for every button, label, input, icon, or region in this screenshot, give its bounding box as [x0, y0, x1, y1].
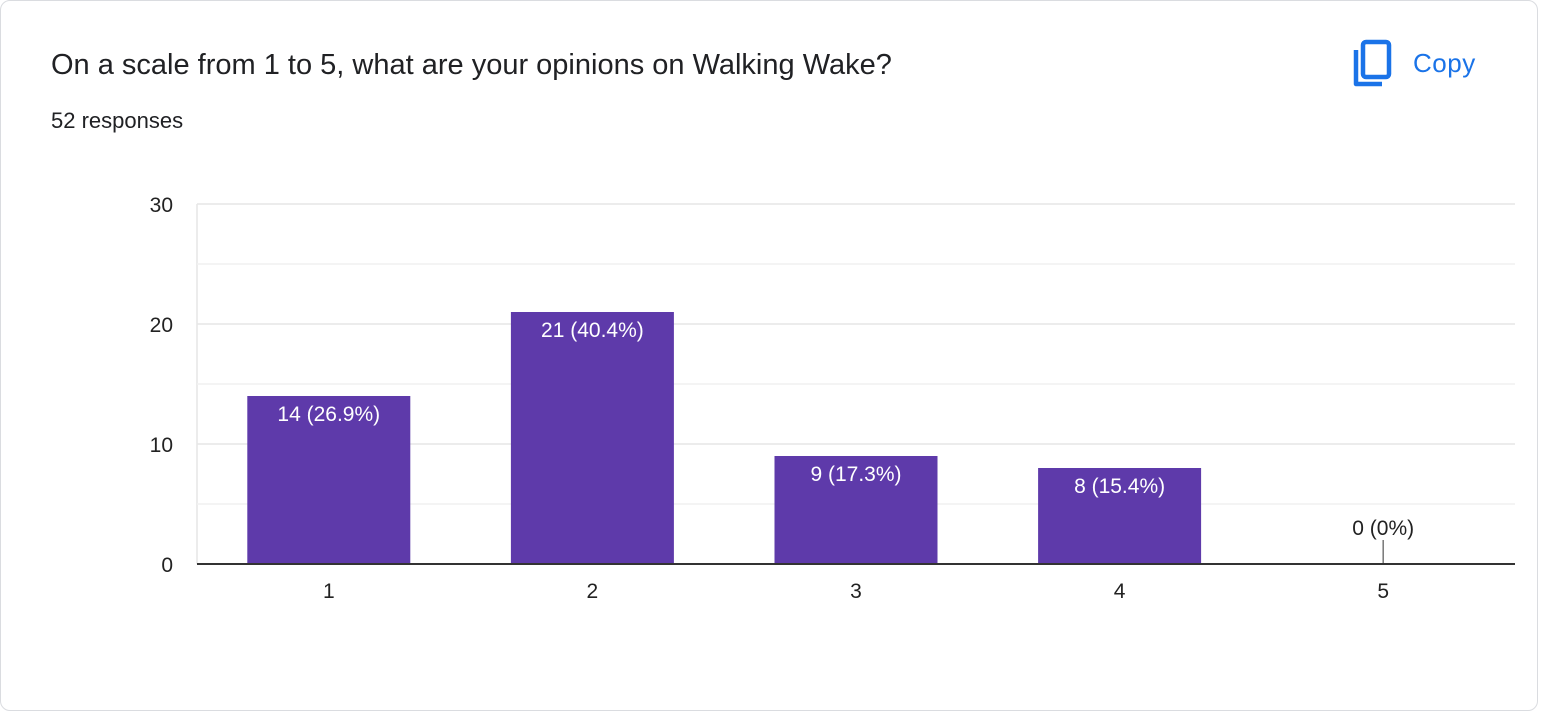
bar-data-label: 0 (0%) [1352, 517, 1414, 540]
copy-icon [1353, 39, 1392, 87]
bar-data-label: 14 (26.9%) [277, 403, 380, 426]
y-tick-label: 0 [161, 554, 173, 577]
copy-chart-button[interactable]: Copy [1345, 35, 1495, 91]
bar-data-label: 21 (40.4%) [541, 319, 644, 342]
x-tick-label: 1 [323, 580, 335, 603]
x-tick-label: 4 [1114, 580, 1126, 603]
bars: 14 (26.9%) 21 (40.4%) 9 (17.3%) 8 (15.4%) 0 … [247, 312, 1414, 564]
y-tick-label: 30 [150, 194, 173, 217]
axes: 0 10 20 30 1 2 3 4 5 [150, 194, 1515, 603]
bar-data-label: 8 (15.4%) [1074, 475, 1165, 498]
response-count: 52 responses [51, 108, 184, 133]
x-tick-label: 2 [587, 580, 599, 603]
bar [774, 456, 938, 564]
y-tick-label: 20 [150, 314, 173, 337]
y-tick-label: 10 [150, 434, 173, 457]
copy-button-label: Copy [1413, 47, 1476, 78]
bar [510, 312, 674, 564]
bar [247, 396, 411, 564]
question-title: On a scale from 1 to 5, what are your op… [51, 49, 892, 81]
x-tick-label: 5 [1377, 580, 1389, 603]
x-tick-label: 3 [850, 580, 862, 603]
bar-data-label: 9 (17.3%) [810, 463, 901, 486]
bar [1038, 468, 1202, 564]
